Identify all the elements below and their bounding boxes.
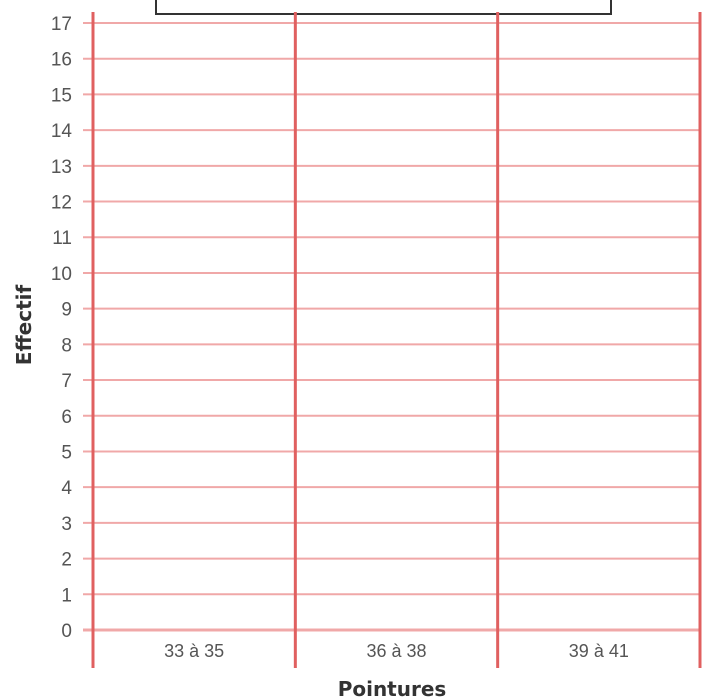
y-tick-label-15: 15 [51,85,72,106]
y-tick-label-2: 2 [61,550,72,571]
y-tick-label-16: 16 [51,50,72,71]
y-tick-label-0: 0 [61,621,72,642]
y-tick-label-12: 12 [51,193,72,214]
x-category-label-0: 33 à 35 [164,641,224,661]
y-tick-label-11: 11 [52,228,72,249]
category-dividers [91,12,702,668]
title-box [155,0,612,15]
grid [83,22,700,632]
y-tick-label-5: 5 [61,442,72,463]
y-tick-label-1: 1 [61,585,72,606]
y-tick-label-6: 6 [61,407,72,428]
y-tick-label-14: 14 [51,121,73,142]
x-axis-title: Pointures [338,677,447,700]
x-category-label-2: 39 à 41 [569,641,629,661]
y-tick-label-3: 3 [61,514,72,535]
y-tick-label-17: 17 [51,14,72,35]
x-category-label-1: 36 à 38 [366,641,426,661]
y-tick-label-7: 7 [61,371,72,392]
y-tick-label-10: 10 [51,264,72,285]
x-axis-categories: 33 à 35 36 à 38 39 à 41 [164,641,629,661]
y-axis-title: Effectif [12,285,36,366]
y-tick-label-13: 13 [51,157,72,178]
y-tick-label-9: 9 [61,300,72,321]
y-tick-label-4: 4 [61,478,72,499]
y-tick-label-8: 8 [61,335,72,356]
